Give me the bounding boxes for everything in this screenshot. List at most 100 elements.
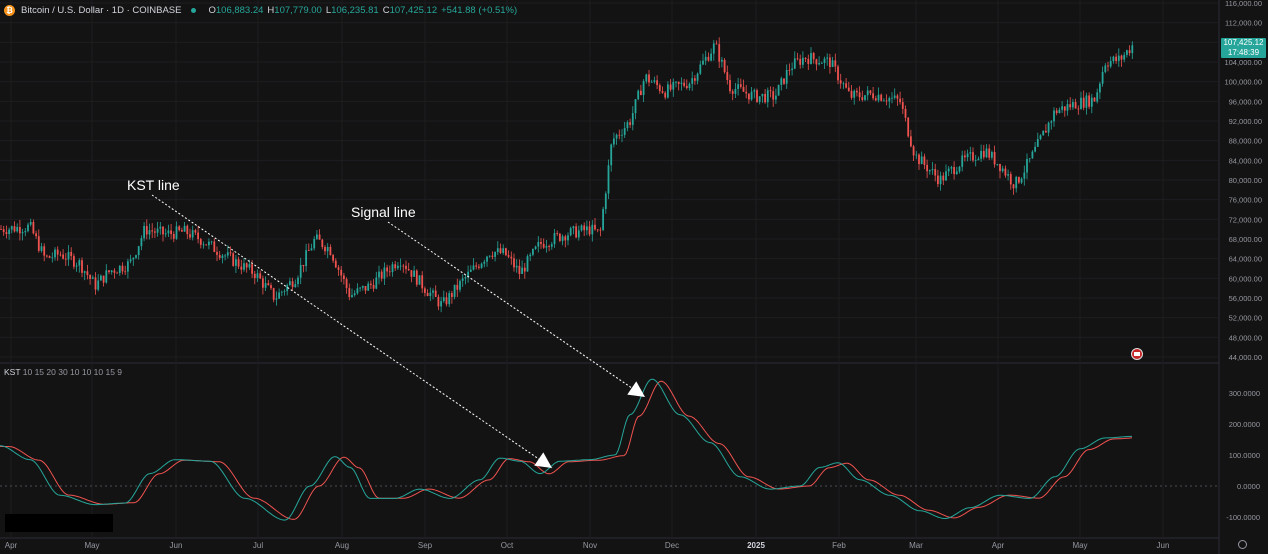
candle-body bbox=[1115, 56, 1117, 61]
candle-body bbox=[829, 57, 831, 68]
candle-body bbox=[499, 248, 502, 253]
candle-body bbox=[183, 225, 186, 232]
candle-body bbox=[999, 164, 1001, 172]
candle-body bbox=[691, 78, 694, 84]
time-tick-label: 2025 bbox=[747, 541, 765, 550]
kst-name: KST bbox=[4, 367, 21, 377]
candle-body bbox=[966, 153, 969, 158]
candle-body bbox=[769, 90, 772, 92]
candle-body bbox=[83, 271, 86, 273]
time-tick-label: Feb bbox=[832, 541, 846, 550]
candle-body bbox=[1009, 174, 1012, 185]
price-tick-label: 104,000.00 bbox=[1224, 58, 1262, 67]
time-tick-label: May bbox=[1072, 541, 1087, 550]
candle-body bbox=[1082, 97, 1085, 108]
candle-body bbox=[591, 224, 594, 235]
candle-body bbox=[980, 151, 982, 159]
candle-body bbox=[334, 260, 337, 268]
candle-body bbox=[299, 264, 302, 278]
candle-body bbox=[307, 250, 310, 251]
candle-body bbox=[564, 236, 567, 241]
candle-body bbox=[518, 265, 521, 274]
candle-body bbox=[86, 271, 89, 276]
candle-body bbox=[507, 255, 510, 257]
candle-body bbox=[264, 283, 267, 288]
candle-body bbox=[235, 259, 237, 266]
candle-body bbox=[10, 226, 13, 230]
candle-body bbox=[399, 265, 402, 267]
candle-body bbox=[394, 264, 397, 269]
candle-body bbox=[928, 170, 931, 172]
candle-body bbox=[383, 267, 386, 279]
candle-body bbox=[321, 239, 324, 248]
time-tick-label: Oct bbox=[501, 541, 514, 550]
time-tick-label: Mar bbox=[909, 541, 923, 550]
candle-body bbox=[996, 164, 999, 165]
symbol-header[interactable]: ₿ Bitcoin / U.S. Dollar · 1D · COINBASE … bbox=[4, 2, 517, 18]
candle-body bbox=[210, 241, 213, 243]
grid bbox=[0, 0, 1220, 554]
price-tick-label: 56,000.00 bbox=[1229, 294, 1262, 303]
candle-body bbox=[853, 90, 856, 98]
candle-body bbox=[629, 122, 631, 125]
candle-body bbox=[434, 290, 437, 297]
candle-body bbox=[202, 244, 205, 246]
time-tick-label: Jul bbox=[253, 541, 263, 550]
candle-body bbox=[67, 251, 70, 260]
candle-body bbox=[656, 80, 658, 86]
candle-body bbox=[421, 275, 424, 289]
candle-body bbox=[721, 59, 723, 62]
candle-body bbox=[793, 58, 796, 69]
candle-body bbox=[750, 91, 753, 100]
candle-body bbox=[923, 156, 926, 165]
candle-body bbox=[834, 60, 837, 67]
signal-line bbox=[0, 380, 1133, 520]
candle-body bbox=[955, 171, 958, 175]
candle-body bbox=[842, 83, 845, 85]
us-flag-icon[interactable] bbox=[1131, 348, 1143, 360]
time-tick-label: Nov bbox=[583, 541, 597, 550]
candle-body bbox=[353, 293, 356, 296]
symbol-title[interactable]: Bitcoin / U.S. Dollar · 1D · COINBASE bbox=[21, 4, 182, 16]
candle-body bbox=[993, 151, 996, 165]
candle-body bbox=[1123, 54, 1126, 60]
candle-body bbox=[523, 267, 526, 272]
redaction-box bbox=[5, 514, 113, 532]
candle-body bbox=[370, 283, 372, 285]
candle-body bbox=[642, 81, 645, 96]
candle-body bbox=[181, 230, 183, 232]
candle-body bbox=[275, 298, 278, 300]
kst-indicator-legend[interactable]: KST 10 15 20 30 10 10 10 15 9 bbox=[4, 367, 122, 377]
candle-body bbox=[13, 226, 16, 232]
candle-body bbox=[148, 230, 151, 235]
time-tick-label: Apr bbox=[992, 541, 1005, 550]
candle-body bbox=[672, 81, 675, 90]
candle-body bbox=[213, 241, 216, 252]
candle-body bbox=[478, 266, 480, 268]
candle-body bbox=[59, 254, 62, 256]
candle-body bbox=[456, 284, 459, 290]
candle-body bbox=[974, 160, 977, 161]
candle-body bbox=[699, 64, 702, 74]
candle-body bbox=[764, 93, 766, 103]
candle-body bbox=[742, 86, 745, 92]
candle-body bbox=[815, 59, 818, 65]
candle-body bbox=[866, 90, 869, 96]
candle-body bbox=[756, 90, 758, 102]
candle-body bbox=[118, 265, 121, 273]
candle-body bbox=[102, 275, 105, 283]
candle-body bbox=[496, 248, 499, 252]
settings-gear-icon[interactable] bbox=[1238, 540, 1247, 549]
candle-body bbox=[302, 264, 305, 267]
candle-body bbox=[448, 293, 451, 305]
candle-body bbox=[359, 287, 361, 289]
candle-body bbox=[305, 250, 307, 267]
candle-body bbox=[737, 84, 739, 89]
candle-body bbox=[35, 233, 37, 237]
candle-body bbox=[348, 288, 351, 298]
kst-tick-label: 100.0000 bbox=[1229, 451, 1260, 460]
candle-body bbox=[1117, 55, 1120, 61]
candle-body bbox=[283, 291, 286, 292]
candle-body bbox=[1090, 97, 1093, 107]
